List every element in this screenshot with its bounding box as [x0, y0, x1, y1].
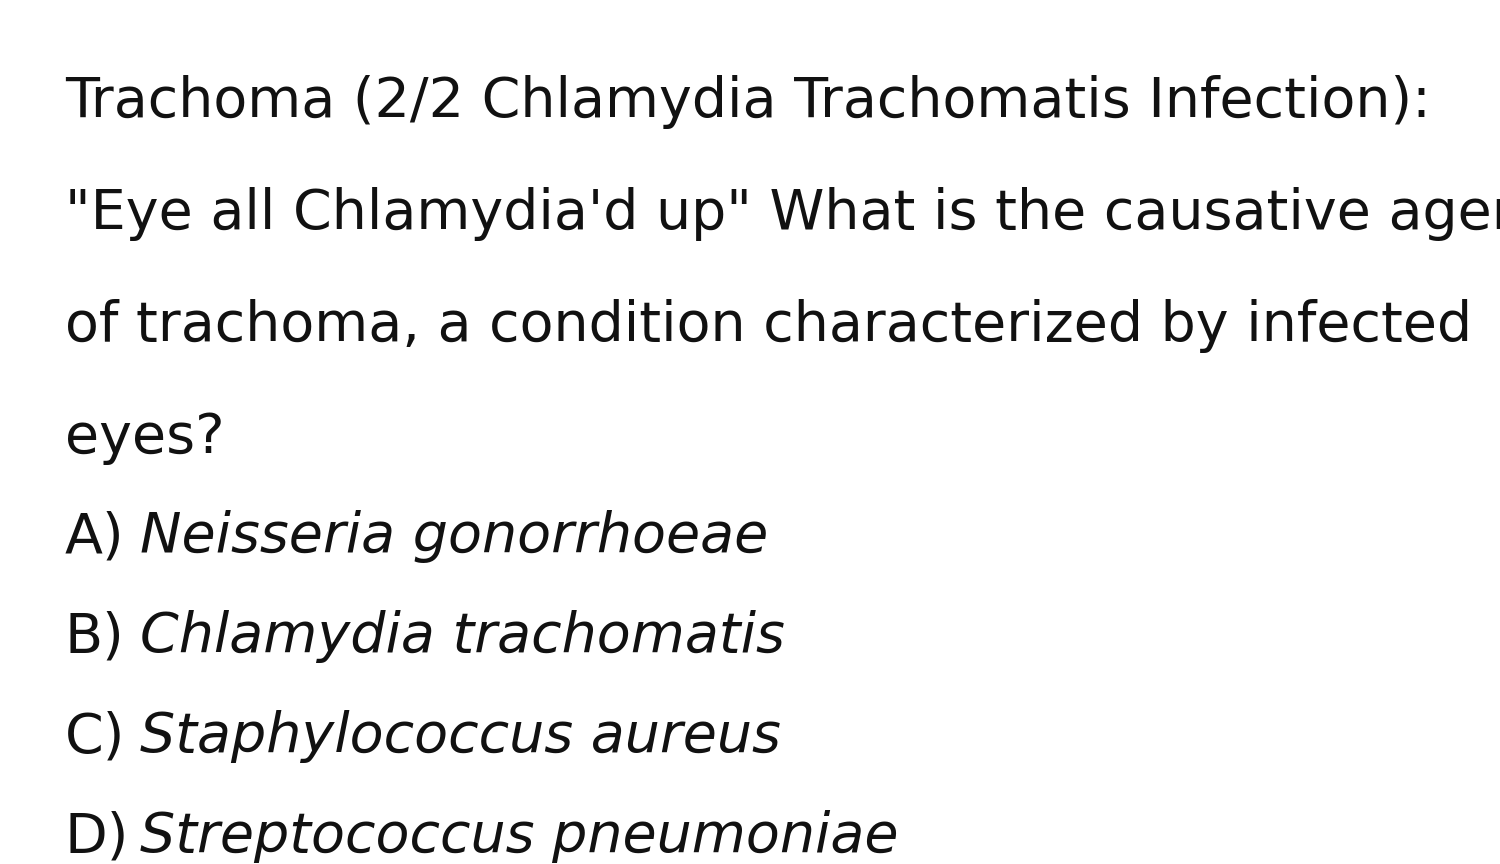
Text: C): C)	[64, 710, 126, 764]
Text: Neisseria gonorrhoeae: Neisseria gonorrhoeae	[140, 510, 768, 563]
Text: A): A)	[64, 510, 125, 564]
Text: D): D)	[64, 810, 129, 864]
Text: Staphylococcus aureus: Staphylococcus aureus	[140, 710, 782, 763]
Text: Streptococcus pneumoniae: Streptococcus pneumoniae	[140, 810, 898, 863]
Text: of trachoma, a condition characterized by infected: of trachoma, a condition characterized b…	[64, 299, 1472, 353]
Text: B): B)	[64, 610, 125, 664]
Text: "Eye all Chlamydia'd up" What is the causative agent: "Eye all Chlamydia'd up" What is the cau…	[64, 187, 1500, 241]
Text: eyes?: eyes?	[64, 411, 225, 465]
Text: Chlamydia trachomatis: Chlamydia trachomatis	[140, 610, 785, 663]
Text: Trachoma (2/2 Chlamydia Trachomatis Infection):: Trachoma (2/2 Chlamydia Trachomatis Infe…	[64, 75, 1431, 129]
